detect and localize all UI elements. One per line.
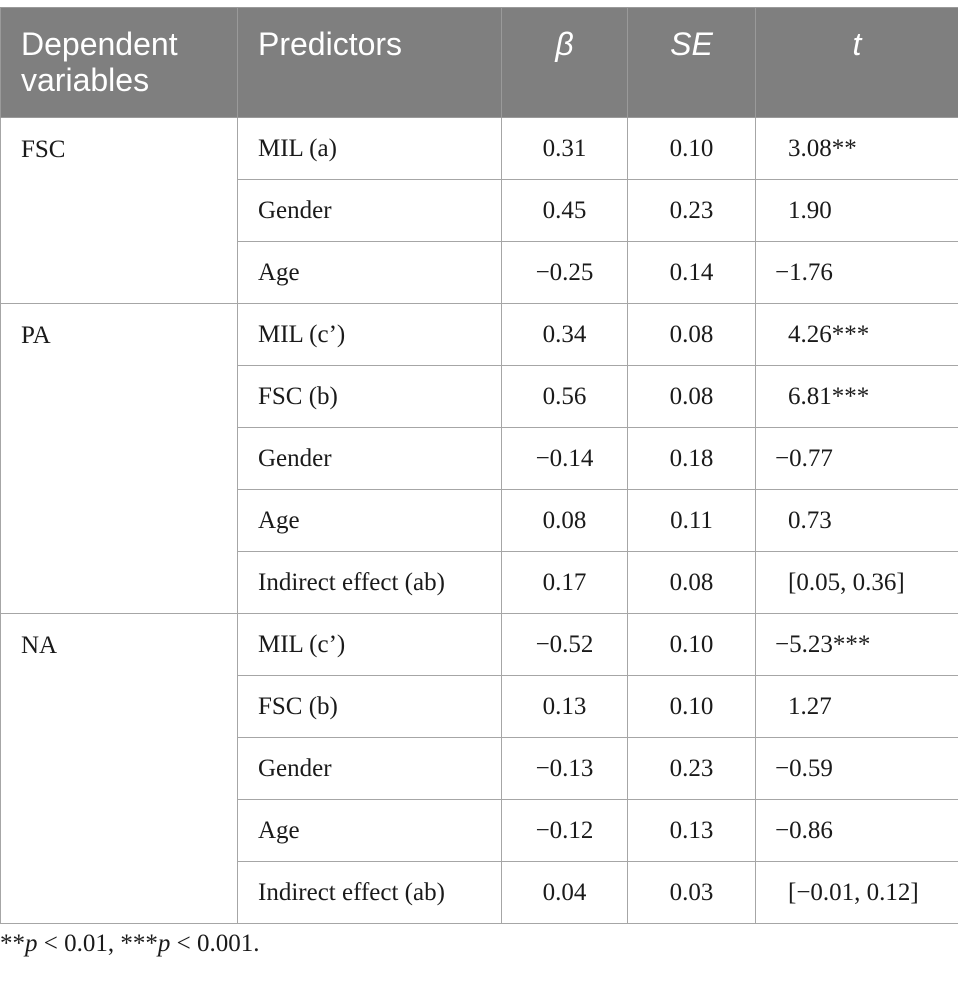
t-cell: 6.81*** — [755, 365, 958, 428]
table-row: FSC MIL (a) 0.31 0.10 3.08** — [0, 117, 958, 304]
header-se: SE — [627, 7, 756, 118]
se-cell: 0.18 — [627, 427, 756, 490]
predictor-cell: Age — [237, 489, 502, 552]
t-value: −0.59 — [775, 754, 833, 782]
predictor-cell: MIL (a) — [237, 117, 502, 180]
t-value: [−0.01, 0.12] — [788, 878, 919, 906]
footnote-threshold-2: < 0.001. — [170, 930, 260, 957]
t-value: −1.76 — [775, 258, 833, 286]
table-row: FSC (b) 0.56 0.08 6.81*** — [1, 365, 958, 428]
table-row: PA MIL (c’) 0.34 0.08 4.26*** — [0, 303, 958, 614]
t-cell: −1.76 — [755, 241, 958, 304]
t-cell: 3.08** — [755, 117, 958, 180]
dependent-variable-cell: NA — [0, 613, 238, 924]
se-cell: 0.14 — [627, 241, 756, 304]
se-cell: 0.08 — [627, 551, 756, 614]
se-cell: 0.10 — [627, 613, 756, 676]
predictor-cell: Gender — [237, 427, 502, 490]
footnote-threshold-1: < 0.01, — [37, 930, 121, 957]
regression-table: Dependent variables Predictors β SE t FS… — [0, 7, 958, 924]
se-cell: 0.13 — [627, 799, 756, 862]
footnote-stars-3: *** — [120, 930, 158, 957]
beta-cell: −0.25 — [501, 241, 628, 304]
footnote-p: p — [157, 930, 171, 957]
se-cell: 0.10 — [627, 675, 756, 738]
t-cell: [0.05, 0.36] — [755, 551, 958, 614]
table-row: Indirect effect (ab) 0.17 0.08 [0.05, 0.… — [1, 551, 958, 614]
header-t: t — [755, 7, 958, 118]
header-beta: β — [501, 7, 628, 118]
t-cell: −0.77 — [755, 427, 958, 490]
t-cell: −0.86 — [755, 799, 958, 862]
t-cell: 4.26*** — [755, 303, 958, 366]
t-cell: 1.27 — [755, 675, 958, 738]
se-cell: 0.08 — [627, 365, 756, 428]
table-row: NA MIL (c’) −0.52 0.10 −5.23*** — [0, 613, 958, 924]
table-row: Age 0.08 0.11 0.73 — [1, 489, 958, 552]
beta-cell: 0.34 — [501, 303, 628, 366]
predictor-cell: Gender — [237, 179, 502, 242]
predictor-cell: FSC (b) — [237, 365, 502, 428]
t-value: −5.23*** — [775, 630, 871, 658]
predictor-cell: Gender — [237, 737, 502, 800]
t-value: −0.86 — [775, 816, 833, 844]
predictor-cell: FSC (b) — [237, 675, 502, 738]
beta-cell: 0.31 — [501, 117, 628, 180]
predictor-cell: MIL (c’) — [237, 613, 502, 676]
t-value: −0.77 — [775, 444, 833, 472]
table-row: Age −0.12 0.13 −0.86 — [1, 799, 958, 862]
predictor-cell: MIL (c’) — [237, 303, 502, 366]
se-cell: 0.11 — [627, 489, 756, 552]
beta-cell: 0.13 — [501, 675, 628, 738]
t-cell: −0.59 — [755, 737, 958, 800]
table-row: FSC (b) 0.13 0.10 1.27 — [1, 675, 958, 738]
beta-cell: 0.08 — [501, 489, 628, 552]
t-cell: 1.90 — [755, 179, 958, 242]
se-cell: 0.23 — [627, 179, 756, 242]
beta-cell: 0.56 — [501, 365, 628, 428]
beta-cell: −0.52 — [501, 613, 628, 676]
table-row: Indirect effect (ab) 0.04 0.03 [−0.01, 0… — [1, 861, 958, 924]
beta-cell: −0.14 — [501, 427, 628, 490]
dependent-variable-cell: PA — [0, 303, 238, 614]
header-predictors: Predictors — [237, 7, 502, 118]
dependent-variable-cell: FSC — [0, 117, 238, 304]
beta-cell: 0.17 — [501, 551, 628, 614]
se-cell: 0.10 — [627, 117, 756, 180]
table-footnote: **p < 0.01, ***p < 0.001. — [0, 930, 259, 958]
footnote-stars-2: ** — [0, 930, 25, 957]
t-cell: 0.73 — [755, 489, 958, 552]
beta-cell: −0.12 — [501, 799, 628, 862]
table-row: Gender −0.14 0.18 −0.77 — [1, 427, 958, 490]
predictor-cell: Indirect effect (ab) — [237, 861, 502, 924]
t-cell: −5.23*** — [755, 613, 958, 676]
se-cell: 0.08 — [627, 303, 756, 366]
header-row: Dependent variables Predictors β SE t — [0, 7, 958, 118]
beta-cell: 0.45 — [501, 179, 628, 242]
predictor-cell: Indirect effect (ab) — [237, 551, 502, 614]
footnote-p: p — [25, 930, 38, 957]
t-cell: [−0.01, 0.12] — [755, 861, 958, 924]
se-cell: 0.03 — [627, 861, 756, 924]
se-cell: 0.23 — [627, 737, 756, 800]
beta-cell: −0.13 — [501, 737, 628, 800]
predictor-cell: Age — [237, 799, 502, 862]
beta-cell: 0.04 — [501, 861, 628, 924]
header-dependent-variables: Dependent variables — [0, 7, 238, 118]
predictor-cell: Age — [237, 241, 502, 304]
table-row: Age −0.25 0.14 −1.76 — [1, 241, 958, 304]
t-value: [0.05, 0.36] — [788, 568, 905, 596]
